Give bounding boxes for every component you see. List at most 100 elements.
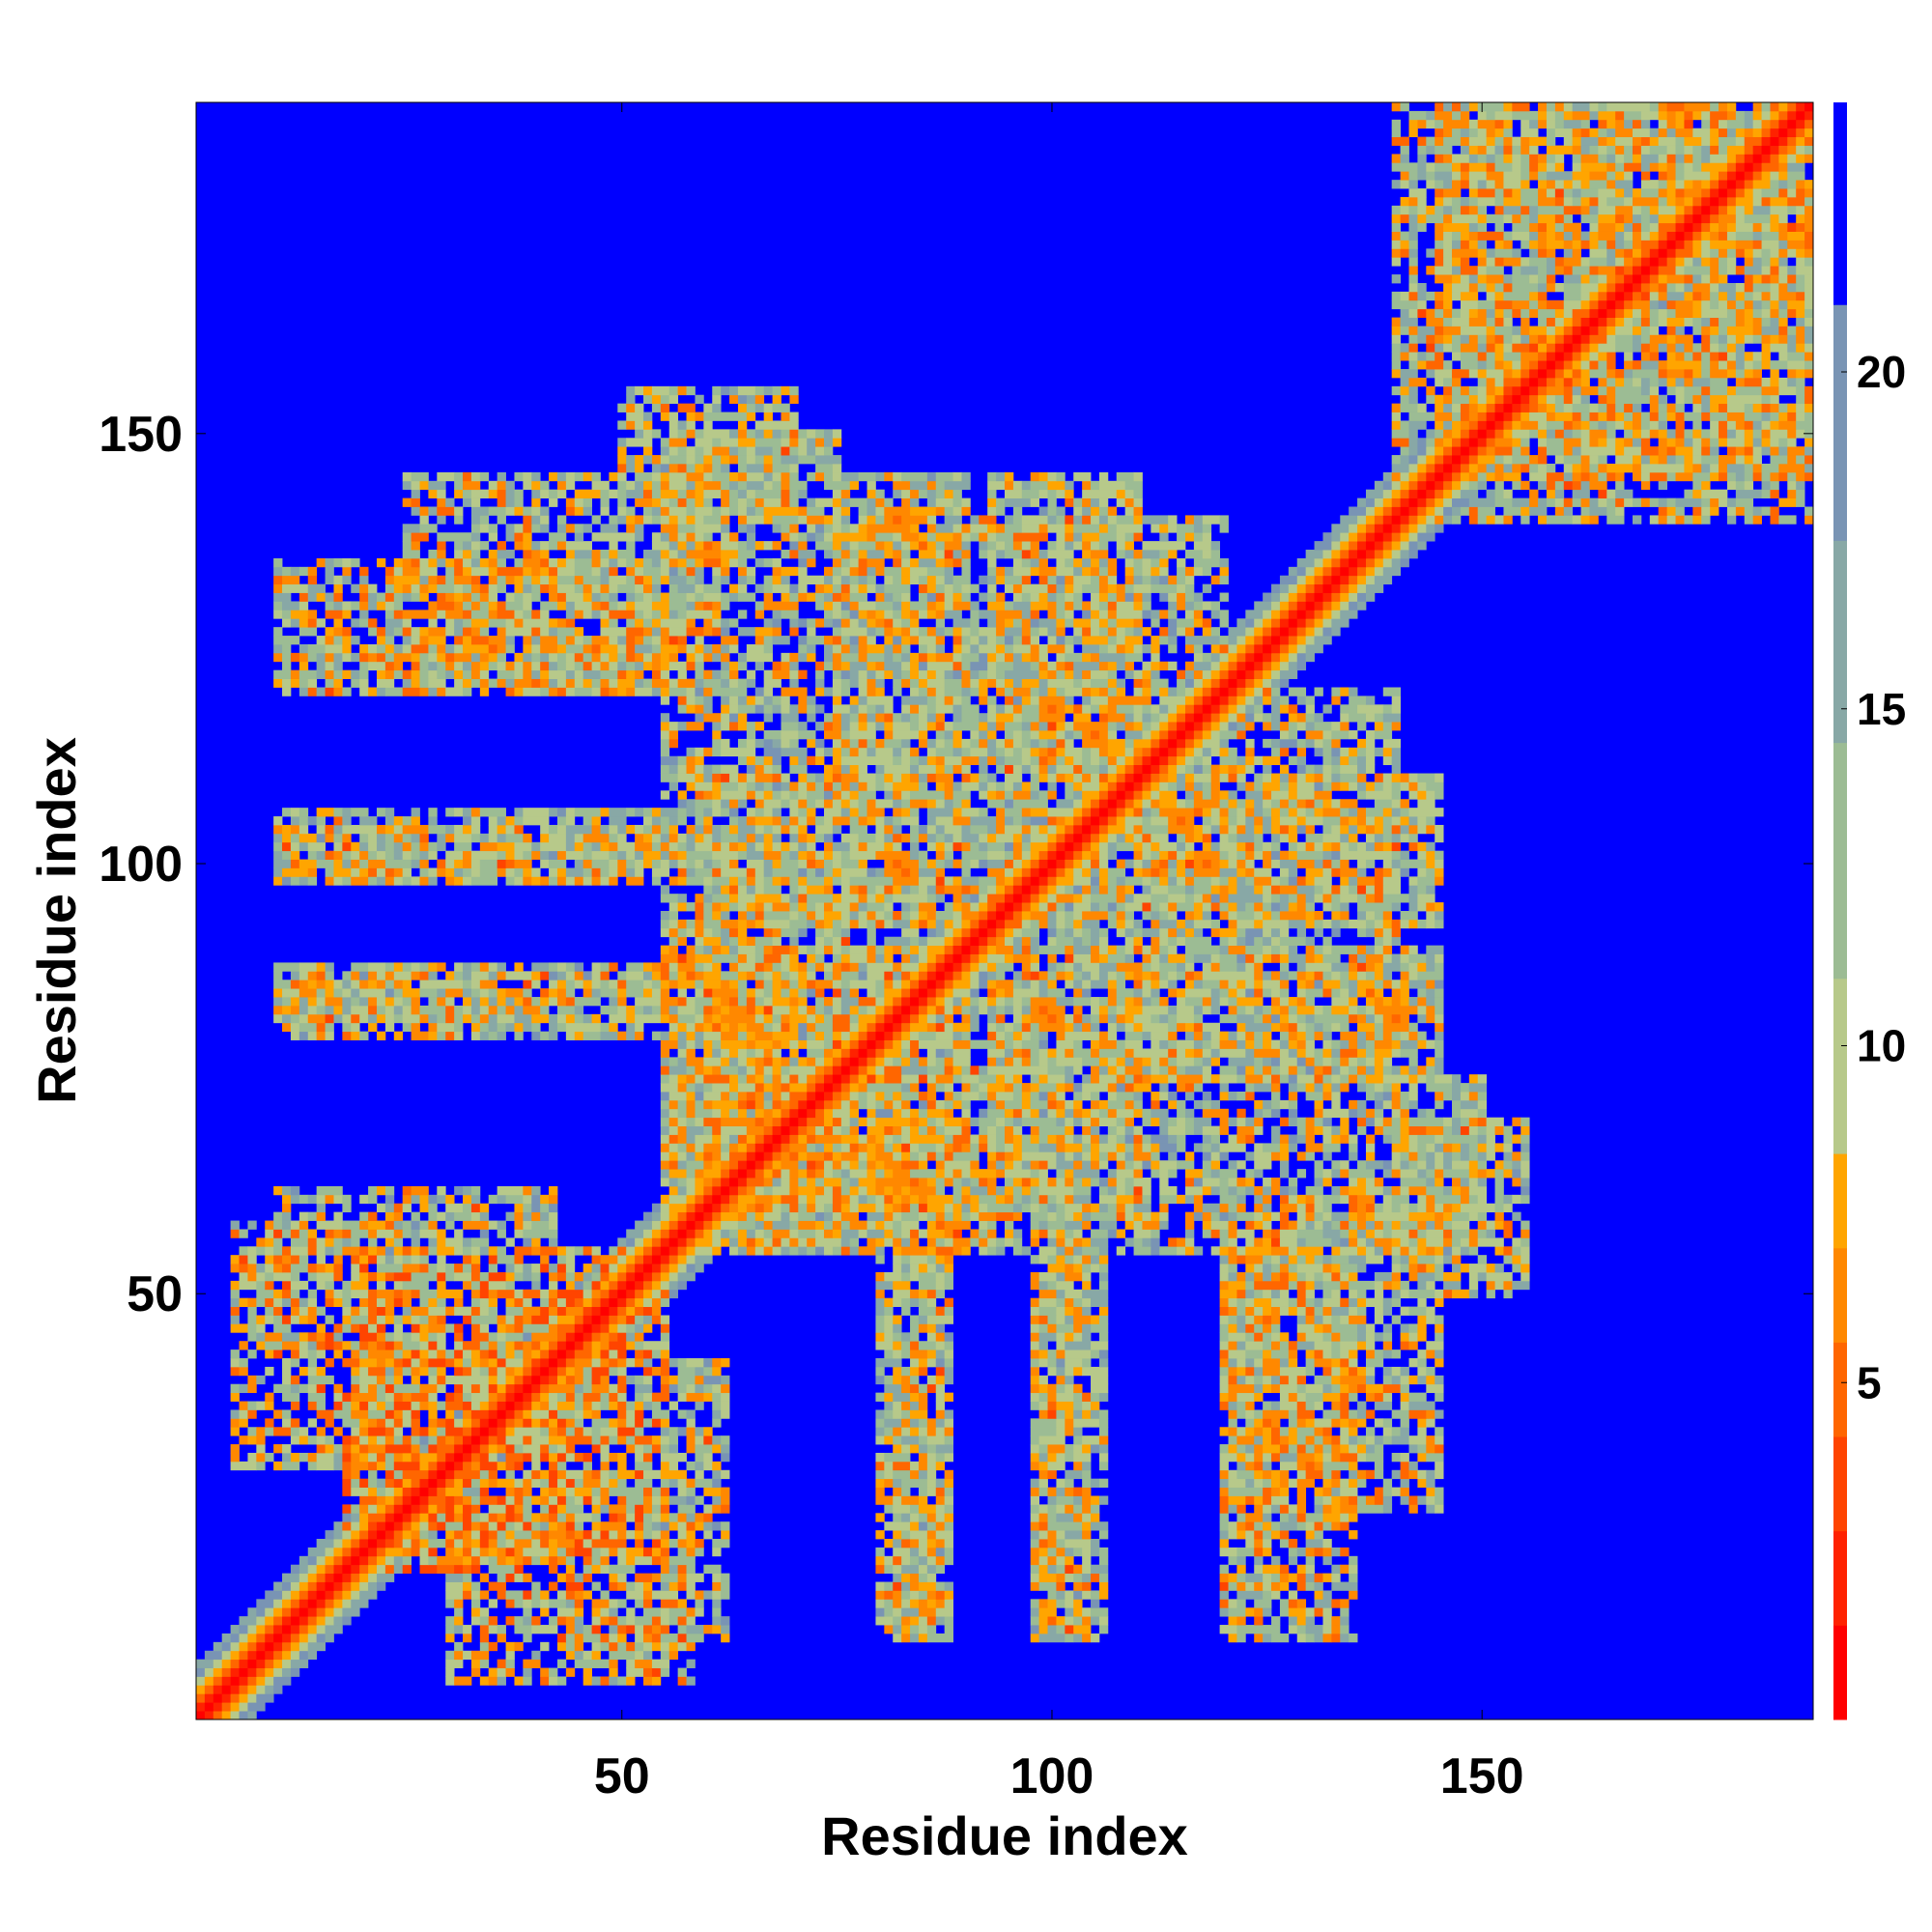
heatmap-cell bbox=[703, 1375, 722, 1385]
heatmap-cell bbox=[660, 1366, 670, 1377]
heatmap-cell bbox=[910, 1341, 920, 1350]
heatmap-cell bbox=[402, 1418, 412, 1428]
heatmap-cell bbox=[910, 1547, 920, 1557]
heatmap-cell bbox=[979, 1237, 988, 1247]
heatmap-cell bbox=[333, 1211, 343, 1221]
heatmap-cell bbox=[505, 1297, 515, 1307]
heatmap-cell bbox=[1391, 1203, 1401, 1213]
heatmap-cell bbox=[952, 1151, 980, 1161]
heatmap-cell bbox=[721, 1211, 739, 1221]
heatmap-cell bbox=[1091, 1401, 1100, 1410]
heatmap-cell bbox=[1443, 1229, 1453, 1238]
heatmap-cell bbox=[1365, 1151, 1376, 1161]
heatmap-cell bbox=[1124, 1178, 1134, 1187]
heatmap-cell bbox=[591, 1444, 601, 1454]
heatmap-cell bbox=[1021, 1134, 1032, 1144]
heatmap-cell bbox=[660, 1650, 670, 1661]
heatmap-cell bbox=[247, 1264, 257, 1273]
heatmap-cell bbox=[1331, 1125, 1341, 1135]
heatmap-cell bbox=[1065, 1255, 1074, 1264]
heatmap-cell bbox=[609, 1401, 618, 1410]
heatmap-cell bbox=[479, 1573, 490, 1582]
heatmap-cell bbox=[944, 1151, 953, 1161]
heatmap-cell bbox=[1340, 1169, 1350, 1179]
heatmap-cell bbox=[910, 1409, 928, 1419]
heatmap-cell bbox=[1408, 1229, 1418, 1238]
heatmap-cell bbox=[359, 1401, 369, 1410]
heatmap-cell bbox=[1038, 1521, 1048, 1531]
heatmap-cell bbox=[1056, 1495, 1074, 1505]
heatmap-cell bbox=[884, 1194, 894, 1205]
heatmap-cell bbox=[307, 1350, 318, 1359]
heatmap-cell bbox=[1512, 1117, 1521, 1126]
heatmap-cell bbox=[384, 1358, 395, 1368]
heatmap-cell bbox=[643, 1530, 653, 1540]
heatmap-cell bbox=[1460, 1185, 1470, 1196]
heatmap-cell bbox=[1245, 1220, 1255, 1230]
heatmap-cell bbox=[901, 1220, 920, 1230]
heatmap-cell bbox=[1245, 1607, 1255, 1617]
heatmap-cell bbox=[1271, 1178, 1281, 1187]
heatmap-cell bbox=[1417, 1134, 1435, 1144]
heatmap-cell bbox=[549, 1461, 558, 1471]
heatmap-cell bbox=[1151, 1229, 1160, 1238]
heatmap-cell bbox=[1314, 1125, 1323, 1135]
heatmap-cell bbox=[1091, 1409, 1100, 1419]
heatmap-cell bbox=[935, 1564, 946, 1575]
heatmap-cell bbox=[531, 1237, 541, 1247]
heatmap-cell bbox=[781, 1178, 790, 1187]
heatmap-cell bbox=[1314, 1083, 1323, 1093]
heatmap-cell bbox=[944, 1134, 953, 1144]
heatmap-cell bbox=[695, 1091, 704, 1101]
heatmap-cell bbox=[1435, 1323, 1444, 1333]
heatmap-cell bbox=[1349, 1220, 1358, 1230]
heatmap-cell bbox=[772, 1194, 781, 1205]
heatmap-cell bbox=[1047, 1108, 1057, 1119]
heatmap-cell bbox=[582, 1427, 592, 1436]
heatmap-cell bbox=[591, 1255, 601, 1264]
heatmap-cell bbox=[1435, 1358, 1444, 1368]
heatmap-cell bbox=[298, 1573, 309, 1582]
heatmap-cell bbox=[1460, 1125, 1470, 1135]
heatmap-cell bbox=[1322, 1151, 1332, 1161]
heatmap-cell bbox=[1296, 1444, 1307, 1454]
heatmap-cell bbox=[463, 1383, 472, 1394]
heatmap-cell bbox=[832, 1229, 842, 1238]
heatmap-cell bbox=[935, 1323, 946, 1333]
heatmap-cell bbox=[1322, 1083, 1332, 1093]
heatmap-cell bbox=[1477, 1151, 1488, 1161]
heatmap-cell bbox=[910, 1255, 928, 1264]
heatmap-cell bbox=[463, 1650, 472, 1661]
heatmap-cell bbox=[376, 1229, 395, 1238]
heatmap-cell bbox=[1408, 1504, 1418, 1514]
heatmap-cell bbox=[1047, 1504, 1057, 1514]
heatmap-cell bbox=[479, 1383, 490, 1394]
heatmap-cell bbox=[660, 1151, 670, 1161]
heatmap-cell bbox=[884, 1220, 894, 1230]
heatmap-cell bbox=[1065, 1539, 1092, 1548]
heatmap-cell bbox=[1494, 1211, 1504, 1221]
heatmap-cell bbox=[935, 1160, 946, 1170]
heatmap-cell bbox=[677, 1521, 687, 1531]
heatmap-cell bbox=[1065, 1573, 1074, 1582]
heatmap-cell bbox=[926, 1478, 937, 1488]
heatmap-cell bbox=[1305, 1315, 1315, 1324]
heatmap-cell bbox=[1254, 1478, 1264, 1488]
heatmap-cell bbox=[411, 1332, 420, 1342]
heatmap-cell bbox=[893, 1099, 902, 1110]
heatmap-cell bbox=[918, 1607, 937, 1617]
heatmap-cell bbox=[840, 1211, 860, 1221]
heatmap-cell bbox=[265, 1280, 274, 1291]
heatmap-cell bbox=[1219, 1315, 1229, 1324]
heatmap-cell bbox=[987, 1108, 1006, 1119]
heatmap-cell bbox=[1091, 1573, 1100, 1582]
heatmap-cell bbox=[454, 1350, 464, 1359]
heatmap-cell bbox=[204, 1693, 214, 1703]
heatmap-cell bbox=[1065, 1452, 1074, 1463]
heatmap-cell bbox=[393, 1315, 404, 1324]
heatmap-cell bbox=[918, 1178, 928, 1187]
heatmap-cell bbox=[549, 1289, 558, 1299]
heatmap-cell bbox=[549, 1323, 558, 1333]
heatmap-cell bbox=[1263, 1332, 1272, 1342]
heatmap-cell bbox=[918, 1194, 928, 1205]
